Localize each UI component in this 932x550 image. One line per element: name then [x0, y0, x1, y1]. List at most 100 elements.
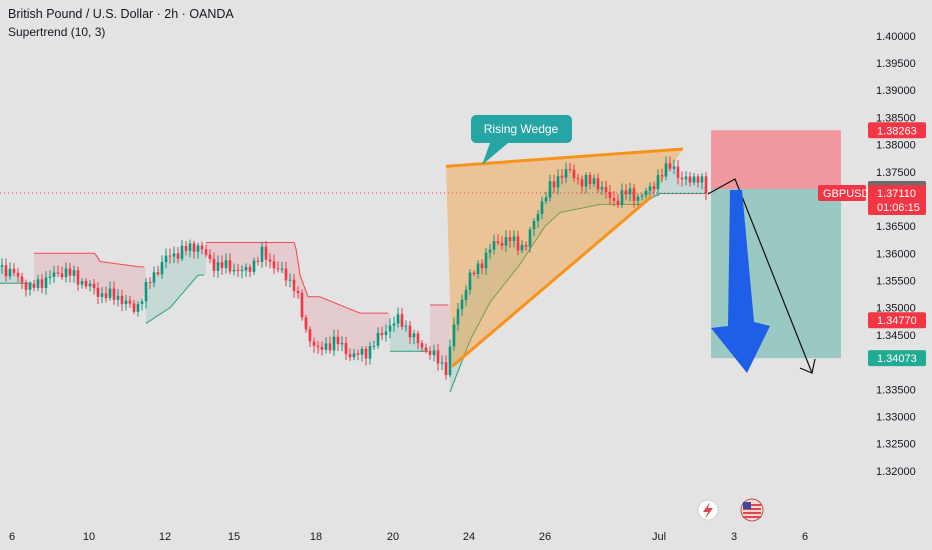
supertrend-fill: [662, 174, 664, 194]
candle: [76, 270, 80, 285]
wedge-upper-line: [445, 147, 684, 168]
supertrend-fill: [670, 163, 672, 194]
supertrend-fill: [406, 327, 408, 352]
candle: [696, 176, 700, 183]
supertrend-fill: [334, 302, 336, 341]
candle: [328, 343, 332, 351]
candle: [612, 198, 616, 201]
supertrend-fill: [376, 313, 378, 341]
supertrend-fill: [176, 253, 178, 301]
supertrend-fill: [402, 321, 404, 352]
supertrend-line: [206, 242, 388, 314]
supertrend-fill: [436, 304, 438, 359]
supertrend-fill: [524, 247, 526, 259]
candle: [632, 188, 636, 201]
candle: [552, 181, 556, 188]
supertrend-fill: [360, 313, 362, 354]
candle: [296, 290, 300, 294]
price-tag-label: 1.34073: [877, 353, 917, 365]
supertrend-fill: [374, 313, 376, 344]
candle: [428, 350, 432, 355]
supertrend-fill: [430, 304, 432, 354]
supertrend-fill: [588, 181, 590, 207]
supertrend-fill: [278, 242, 280, 270]
supertrend-fill: [286, 242, 288, 278]
supertrend-fill: [240, 242, 242, 271]
candle: [556, 176, 560, 188]
supertrend-fill: [456, 315, 458, 377]
y-tick-label: 1.35000: [876, 303, 916, 315]
candle: [372, 345, 376, 347]
candle: [460, 299, 464, 310]
supertrend-fill: [552, 185, 554, 220]
supertrend-fill: [576, 177, 578, 210]
supertrend-fill: [312, 296, 314, 342]
candle: [568, 169, 572, 171]
candle: [0, 265, 4, 267]
y-tick-label: 1.36500: [876, 221, 916, 233]
candle: [616, 200, 620, 205]
supertrend-fill: [404, 324, 406, 352]
supertrend-fill: [156, 271, 158, 317]
supertrend-fill: [626, 192, 628, 205]
candle: [396, 314, 400, 324]
supertrend-line: [145, 274, 204, 324]
supertrend-fill: [682, 181, 684, 194]
supertrend-fill: [192, 247, 194, 283]
supertrend-fill: [678, 177, 680, 194]
candle: [564, 169, 568, 178]
candle: [388, 325, 392, 332]
candle: [336, 336, 340, 345]
supertrend-fill: [494, 243, 496, 298]
candle: [664, 163, 668, 177]
candle: [288, 279, 292, 281]
supertrend-fill: [50, 253, 52, 277]
y-tick-label: 1.40000: [876, 31, 916, 43]
down-arrow-icon: [711, 190, 770, 373]
supertrend-fill: [214, 242, 216, 265]
supertrend-fill: [0, 266, 2, 284]
supertrend-fill: [120, 264, 122, 299]
supertrend-fill: [562, 173, 564, 213]
symbol-title[interactable]: British Pound / U.S. Dollar · 2h · OANDA: [8, 7, 234, 21]
candle: [508, 237, 512, 242]
supertrend-fill: [198, 245, 200, 276]
supertrend-fill: [68, 253, 70, 273]
stop-zone: [711, 130, 841, 189]
candle: [60, 273, 64, 278]
supertrend-fill: [138, 266, 140, 305]
candle: [308, 329, 312, 342]
candle: [640, 195, 644, 197]
candle: [312, 341, 316, 346]
supertrend-fill: [220, 242, 222, 266]
supertrend-fill: [548, 191, 550, 224]
supertrend-fill: [502, 241, 504, 288]
supertrend-fill: [466, 286, 468, 351]
candle: [484, 252, 488, 269]
supertrend-fill: [124, 264, 126, 302]
supertrend-fill: [236, 242, 238, 270]
candle: [284, 268, 288, 281]
supertrend-fill: [370, 313, 372, 349]
supertrend-fill: [62, 253, 64, 272]
supertrend-fill: [56, 253, 58, 275]
supertrend-fill: [488, 252, 490, 307]
candle: [384, 331, 388, 336]
candle: [184, 245, 188, 251]
supertrend-fill: [348, 308, 350, 353]
supertrend-fill: [674, 166, 676, 194]
candle: [228, 260, 232, 272]
candle: [584, 174, 588, 187]
countdown-label: 01:06:15: [877, 202, 920, 214]
supertrend-fill: [396, 321, 398, 352]
candle: [72, 270, 76, 276]
supertrend-fill: [130, 265, 132, 307]
candle: [164, 255, 168, 263]
candle: [68, 268, 72, 276]
indicator-label[interactable]: Supertrend (10, 3): [8, 25, 106, 39]
supertrend-fill: [188, 248, 190, 287]
candle: [268, 259, 272, 262]
supertrend-fill: [490, 249, 492, 303]
y-tick-label: 1.37500: [876, 167, 916, 179]
